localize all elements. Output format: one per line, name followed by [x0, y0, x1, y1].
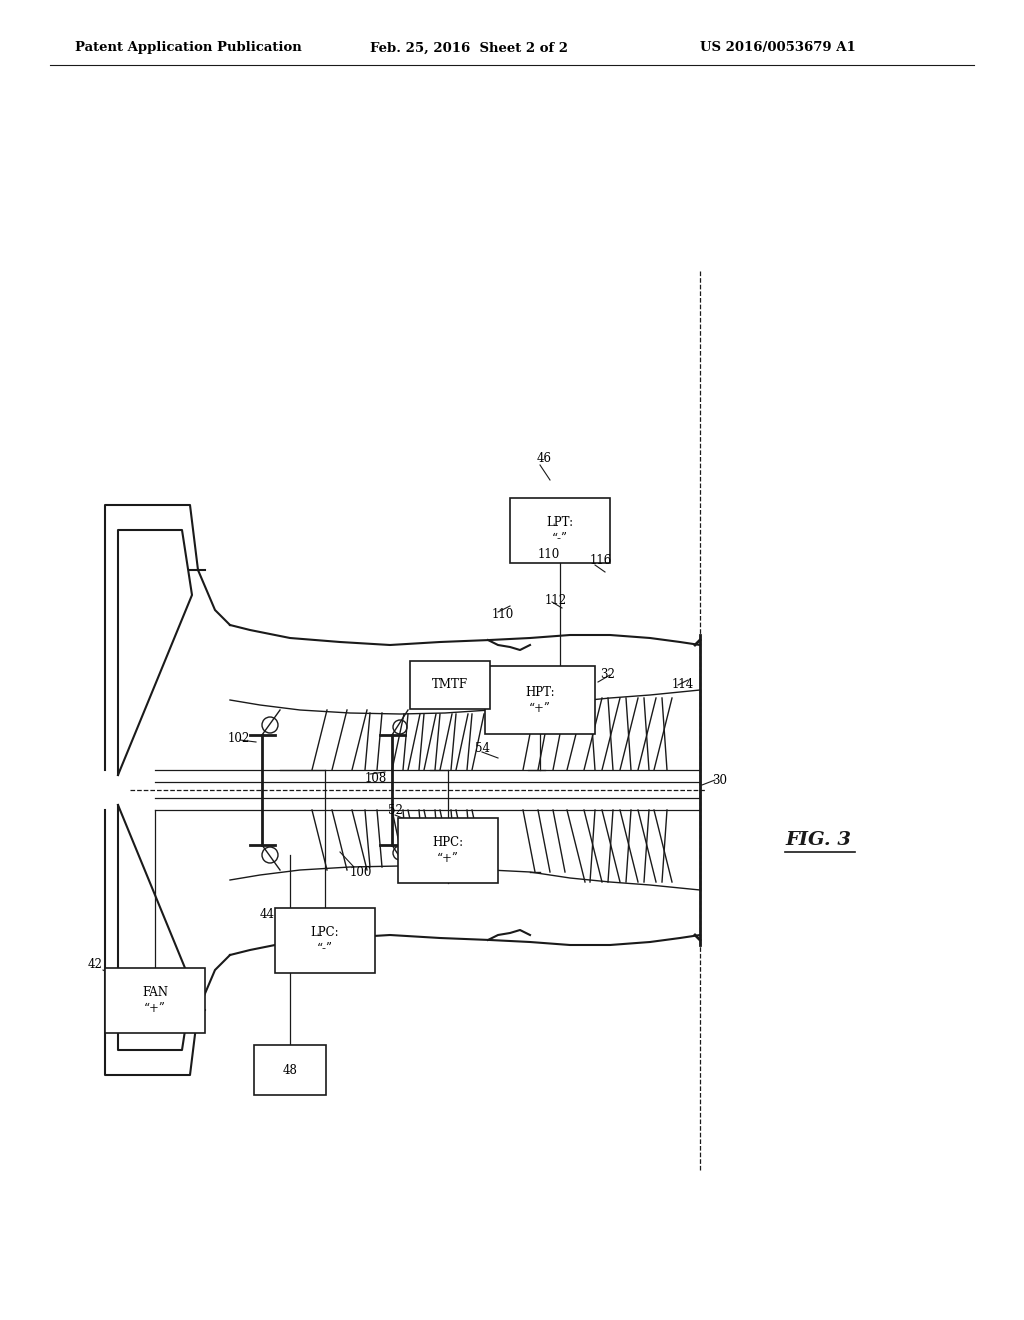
- Text: 116: 116: [590, 553, 612, 566]
- Text: 52: 52: [388, 804, 402, 817]
- Text: 102: 102: [228, 731, 250, 744]
- Bar: [398, 817, 498, 883]
- Text: LPT:
“-”: LPT: “-”: [547, 516, 573, 544]
- Text: Patent Application Publication: Patent Application Publication: [75, 41, 302, 54]
- Bar: [275, 908, 375, 973]
- Text: 100: 100: [350, 866, 373, 879]
- Text: 54: 54: [475, 742, 490, 755]
- Text: 110: 110: [538, 549, 560, 561]
- Text: HPC:
“+”: HPC: “+”: [432, 836, 464, 865]
- Text: 46: 46: [537, 451, 552, 465]
- Text: 42: 42: [87, 958, 102, 972]
- Text: TMTF: TMTF: [432, 678, 468, 692]
- Text: HPT:
“+”: HPT: “+”: [525, 685, 555, 714]
- Text: 108: 108: [365, 771, 387, 784]
- Text: 110: 110: [492, 609, 514, 622]
- Text: FAN
“+”: FAN “+”: [142, 986, 168, 1015]
- Bar: [105, 968, 205, 1032]
- Text: Feb. 25, 2016  Sheet 2 of 2: Feb. 25, 2016 Sheet 2 of 2: [370, 41, 568, 54]
- Text: 32: 32: [600, 668, 614, 681]
- Text: FIG. 3: FIG. 3: [785, 832, 851, 849]
- Text: 44: 44: [260, 908, 275, 921]
- Text: 48: 48: [283, 1064, 297, 1077]
- Text: 30: 30: [712, 774, 727, 787]
- Text: US 2016/0053679 A1: US 2016/0053679 A1: [700, 41, 856, 54]
- Bar: [510, 498, 610, 562]
- Bar: [254, 1045, 326, 1096]
- Bar: [410, 661, 490, 709]
- Text: LPC:
“-”: LPC: “-”: [310, 925, 339, 954]
- Bar: [485, 667, 595, 734]
- Text: 114: 114: [672, 678, 694, 692]
- Text: 112: 112: [545, 594, 567, 606]
